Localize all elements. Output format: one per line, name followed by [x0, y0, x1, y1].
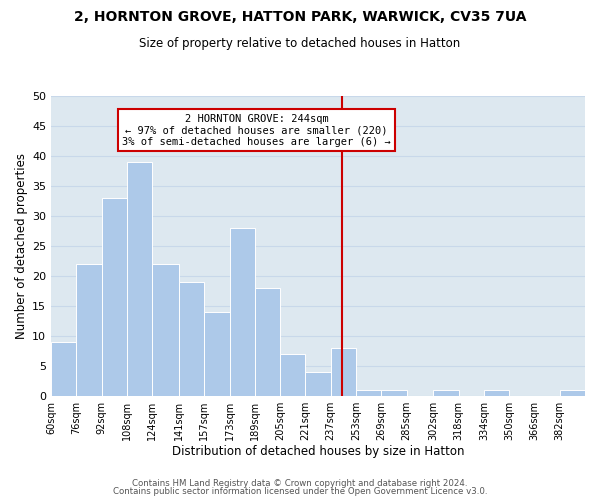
Bar: [560, 390, 585, 396]
Bar: [280, 354, 305, 396]
Bar: [484, 390, 509, 396]
Bar: [127, 162, 152, 396]
Text: 2, HORNTON GROVE, HATTON PARK, WARWICK, CV35 7UA: 2, HORNTON GROVE, HATTON PARK, WARWICK, …: [74, 10, 526, 24]
Text: Size of property relative to detached houses in Hatton: Size of property relative to detached ho…: [139, 38, 461, 51]
Bar: [305, 372, 331, 396]
Bar: [255, 288, 280, 396]
Text: Contains public sector information licensed under the Open Government Licence v3: Contains public sector information licen…: [113, 487, 487, 496]
Bar: [51, 342, 76, 396]
Text: 2 HORNTON GROVE: 244sqm
← 97% of detached houses are smaller (220)
3% of semi-de: 2 HORNTON GROVE: 244sqm ← 97% of detache…: [122, 114, 391, 146]
Bar: [331, 348, 356, 396]
Bar: [152, 264, 179, 396]
Bar: [76, 264, 101, 396]
Bar: [230, 228, 255, 396]
X-axis label: Distribution of detached houses by size in Hatton: Distribution of detached houses by size …: [172, 444, 464, 458]
Bar: [101, 198, 127, 396]
Y-axis label: Number of detached properties: Number of detached properties: [15, 153, 28, 339]
Bar: [356, 390, 381, 396]
Bar: [179, 282, 205, 396]
Text: Contains HM Land Registry data © Crown copyright and database right 2024.: Contains HM Land Registry data © Crown c…: [132, 478, 468, 488]
Bar: [205, 312, 230, 396]
Bar: [433, 390, 458, 396]
Bar: [381, 390, 407, 396]
